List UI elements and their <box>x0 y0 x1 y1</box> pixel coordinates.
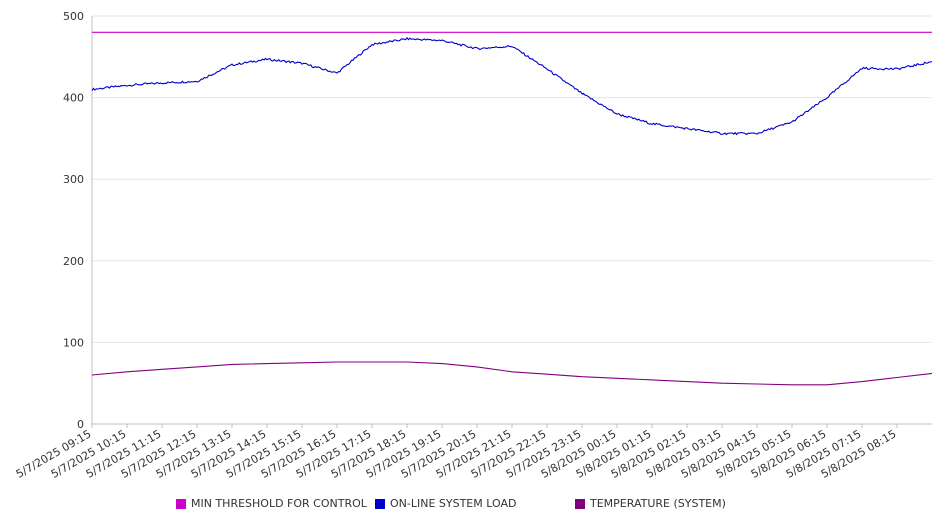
legend-item-threshold: MIN THRESHOLD FOR CONTROL <box>176 497 367 510</box>
y-axis: 0 100 200 300 400 500 <box>63 10 84 431</box>
series-line-3 <box>91 361 933 386</box>
legend-label-temperature: TEMPERATURE (SYSTEM) <box>590 497 726 510</box>
x-axis: 5/7/2025 09:155/7/2025 10:155/7/2025 11:… <box>14 424 899 481</box>
y-tick-label: 300 <box>63 173 84 186</box>
y-tick-label: 0 <box>77 418 84 431</box>
series-lines <box>91 31 933 386</box>
legend-item-load: ON-LINE SYSTEM LOAD <box>375 497 516 510</box>
legend: MIN THRESHOLD FOR CONTROL ON-LINE SYSTEM… <box>0 497 946 515</box>
y-tick-label: 400 <box>63 92 84 105</box>
y-tick-label: 200 <box>63 255 84 268</box>
legend-label-load: ON-LINE SYSTEM LOAD <box>390 497 517 510</box>
legend-item-temperature: TEMPERATURE (SYSTEM) <box>575 497 726 510</box>
series-line-2 <box>91 36 933 136</box>
legend-swatch-temperature <box>575 498 585 509</box>
legend-label-threshold: MIN THRESHOLD FOR CONTROL <box>191 497 367 510</box>
legend-swatch-threshold <box>176 498 186 509</box>
legend-swatch-load <box>375 498 385 509</box>
y-tick-label: 500 <box>63 10 84 23</box>
y-tick-label: 100 <box>63 336 84 349</box>
grid <box>91 15 932 425</box>
